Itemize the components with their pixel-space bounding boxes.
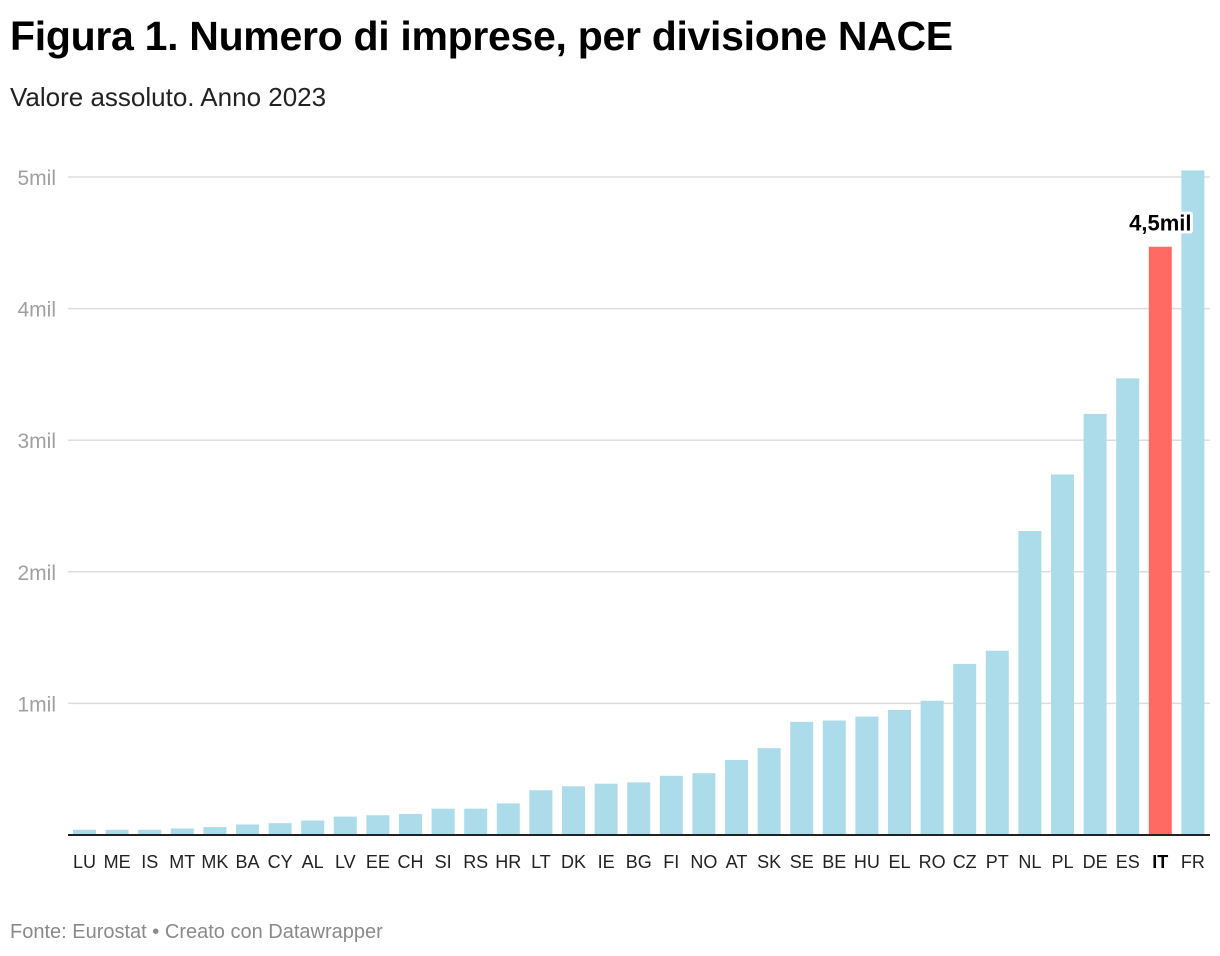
- bar-ee: [366, 815, 390, 835]
- x-tick-label-mt: MT: [169, 852, 195, 872]
- x-tick-label-me: ME: [104, 852, 131, 872]
- x-tick-label-lu: LU: [73, 852, 96, 872]
- x-tick-label-fi: FI: [663, 852, 679, 872]
- bar-ro: [920, 700, 944, 835]
- x-tick-label-ba: BA: [235, 852, 259, 872]
- bar-fr: [1181, 170, 1205, 836]
- x-tick-label-pt: PT: [986, 852, 1009, 872]
- bar-lt: [529, 790, 553, 835]
- y-axis-ticks: 1mil 2mil 3mil 4mil 5mil: [17, 167, 56, 716]
- bar-sk: [757, 748, 781, 835]
- chart-title: Figura 1. Numero di imprese, per divisio…: [10, 13, 953, 59]
- x-tick-label-pl: PL: [1051, 852, 1073, 872]
- y-tick-label: 4mil: [17, 299, 56, 322]
- x-tick-label-at: AT: [726, 852, 748, 872]
- x-tick-label-ie: IE: [598, 852, 615, 872]
- bar-al: [301, 820, 325, 835]
- bar-es: [1116, 378, 1140, 835]
- y-tick-label: 3mil: [17, 430, 56, 453]
- x-tick-label-no: NO: [690, 852, 717, 872]
- x-tick-label-ro: RO: [919, 852, 946, 872]
- credit-note: Creato con Datawrapper: [164, 921, 383, 943]
- x-tick-label-al: AL: [302, 852, 324, 872]
- x-axis-ticks: LU ME IS MT MK BA CY AL LV EE CH SI RS HR LT DK IE BG FI NO…: [73, 852, 1205, 872]
- bar-ie: [594, 783, 618, 835]
- x-tick-label-it: IT: [1152, 852, 1168, 872]
- source-note: Fonte: Eurostat: [10, 921, 147, 943]
- chart-footer: Fonte: Eurostat • Creato con Datawrapper: [10, 918, 383, 946]
- bar-ba: [236, 824, 259, 835]
- bar-dk: [562, 786, 585, 835]
- y-tick-label: 1mil: [17, 693, 56, 716]
- bar-se: [790, 721, 814, 835]
- x-tick-label-is: IS: [141, 852, 158, 872]
- bar-at: [725, 759, 748, 835]
- footer-separator: •: [146, 921, 165, 943]
- bar-cy: [268, 823, 292, 835]
- x-tick-label-hr: HR: [495, 852, 521, 872]
- bar-lv: [333, 816, 357, 835]
- data-label-it: 4,5mil: [1129, 211, 1191, 236]
- bar-nl: [1018, 531, 1042, 835]
- bar-pl: [1051, 474, 1074, 835]
- x-tick-label-lv: LV: [335, 852, 356, 872]
- chart-subtitle: Valore assoluto. Anno 2023: [10, 82, 327, 112]
- data-labels: 4,5mil: [1126, 208, 1194, 239]
- bar-rs: [464, 808, 488, 835]
- x-tick-label-si: SI: [435, 852, 452, 872]
- bar-it: [1148, 246, 1172, 836]
- bar-be: [822, 720, 846, 835]
- x-tick-label-hu: HU: [854, 852, 880, 872]
- bar-ch: [399, 813, 422, 835]
- x-tick-label-se: SE: [790, 852, 814, 872]
- x-tick-label-cy: CY: [268, 852, 293, 872]
- bar-no: [692, 773, 716, 835]
- y-tick-label: 2mil: [17, 562, 56, 585]
- bar-si: [431, 808, 455, 835]
- x-tick-label-cz: CZ: [953, 852, 977, 872]
- bar-hu: [855, 716, 879, 835]
- bar-is: [138, 829, 162, 835]
- x-tick-label-es: ES: [1116, 852, 1140, 872]
- bar-hr: [496, 803, 520, 835]
- bar-me: [105, 829, 129, 835]
- bar-fi: [659, 775, 683, 835]
- x-tick-label-fr: FR: [1181, 852, 1205, 872]
- bar-cz: [953, 663, 977, 835]
- x-tick-label-ch: CH: [398, 852, 424, 872]
- y-tick-label: 5mil: [17, 167, 56, 190]
- bar-el: [888, 709, 911, 835]
- bar-lu: [73, 829, 96, 835]
- x-tick-label-el: EL: [888, 852, 910, 872]
- bars: [73, 170, 1205, 836]
- x-tick-label-ee: EE: [366, 852, 390, 872]
- x-tick-label-lt: LT: [531, 852, 551, 872]
- x-tick-label-de: DE: [1083, 852, 1108, 872]
- bar-pt: [985, 650, 1009, 835]
- x-tick-label-sk: SK: [757, 852, 781, 872]
- x-tick-label-nl: NL: [1018, 852, 1041, 872]
- x-tick-label-be: BE: [822, 852, 846, 872]
- x-tick-label-bg: BG: [626, 852, 652, 872]
- bar-de: [1083, 413, 1107, 835]
- x-tick-label-dk: DK: [561, 852, 586, 872]
- x-tick-label-rs: RS: [463, 852, 488, 872]
- bar-mt: [170, 828, 194, 835]
- x-tick-label-mk: MK: [201, 852, 228, 872]
- bar-bg: [627, 782, 651, 835]
- bar-mk: [203, 827, 227, 835]
